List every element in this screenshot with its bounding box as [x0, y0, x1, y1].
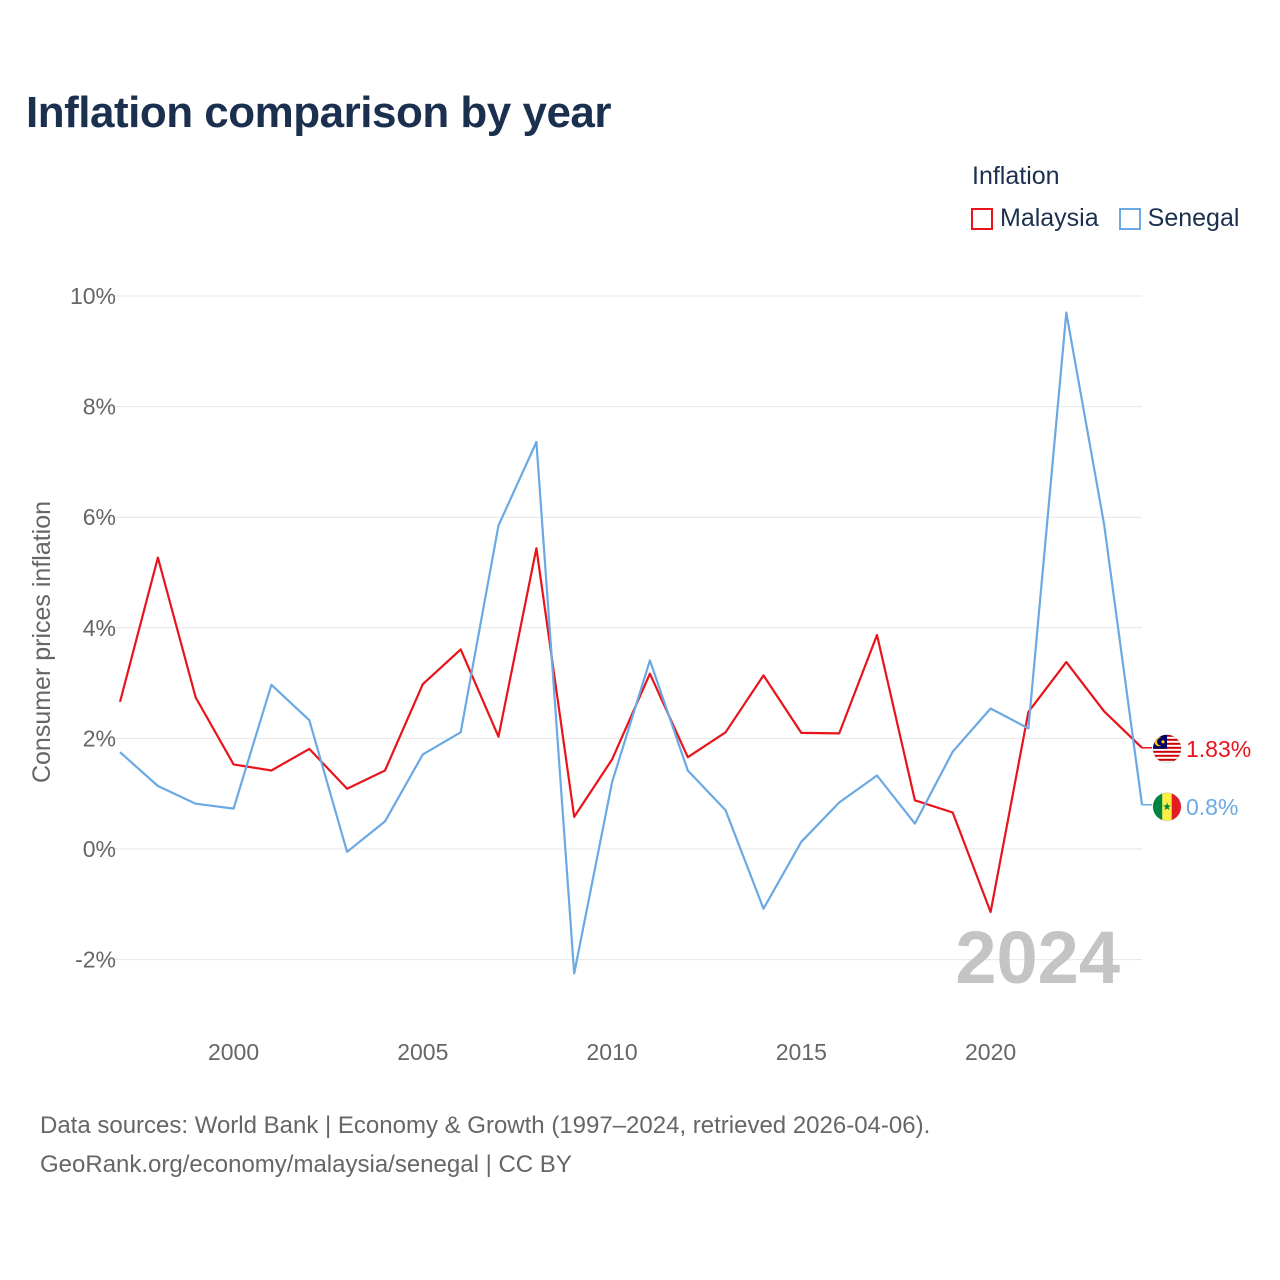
legend: Malaysia Senegal	[971, 204, 1239, 233]
y-tick-label: 4%	[83, 615, 116, 641]
legend-swatch-senegal	[1118, 207, 1141, 230]
legend-label-malaysia: Malaysia	[1000, 204, 1099, 232]
y-axis-label: Consumer prices inflation	[28, 501, 56, 783]
series-line-senegal[interactable]	[119, 311, 1144, 975]
x-tick-label: 2015	[776, 1039, 827, 1065]
series-end-markers: 1.83% 0.8%	[1142, 734, 1251, 822]
x-tick-label: 2000	[208, 1039, 259, 1065]
series-lines	[118, 311, 1144, 975]
y-tick-label: -2%	[75, 947, 116, 973]
end-label-senegal: 0.8%	[1186, 794, 1238, 820]
malaysia-flag-icon	[1153, 734, 1181, 763]
x-tick-label: 2010	[586, 1039, 637, 1065]
year-watermark: 2024	[955, 916, 1120, 999]
end-label-malaysia: 1.83%	[1186, 736, 1251, 762]
y-tick-label: 8%	[83, 394, 116, 420]
y-tick-label: 2%	[83, 725, 116, 751]
legend-swatch-malaysia	[971, 207, 993, 230]
footer-sources: Data sources: World Bank | Economy & Gro…	[40, 1112, 931, 1139]
gridlines	[100, 295, 1142, 961]
footer-credit: GeoRank.org/economy/malaysia/senegal | C…	[40, 1151, 572, 1178]
y-tick-label: 10%	[70, 283, 116, 309]
x-tick-label: 2005	[397, 1039, 448, 1065]
legend-item-senegal[interactable]: Senegal	[1118, 204, 1240, 233]
x-tick-label: 2020	[965, 1039, 1016, 1065]
x-axis-ticks: 2000 2005 2010 2015 2020	[208, 1039, 1016, 1065]
series-line-malaysia[interactable]	[118, 547, 1143, 914]
legend-title: Inflation	[972, 162, 1060, 190]
senegal-flag-icon	[1153, 792, 1181, 821]
chart-title: Inflation comparison by year	[26, 88, 612, 137]
line-chart: -2% 0% 2% 4% 6% 8% 10% 2000 2005 2010 2015 2020 Co…	[28, 283, 1251, 1065]
legend-label-senegal: Senegal	[1147, 204, 1240, 232]
y-tick-label: 0%	[83, 836, 116, 862]
y-tick-label: 6%	[83, 504, 116, 530]
y-axis-ticks: -2% 0% 2% 4% 6% 8% 10%	[70, 283, 116, 973]
footer: Data sources: World Bank | Economy & Gro…	[40, 1106, 930, 1184]
legend-item-malaysia[interactable]: Malaysia	[971, 204, 1099, 233]
